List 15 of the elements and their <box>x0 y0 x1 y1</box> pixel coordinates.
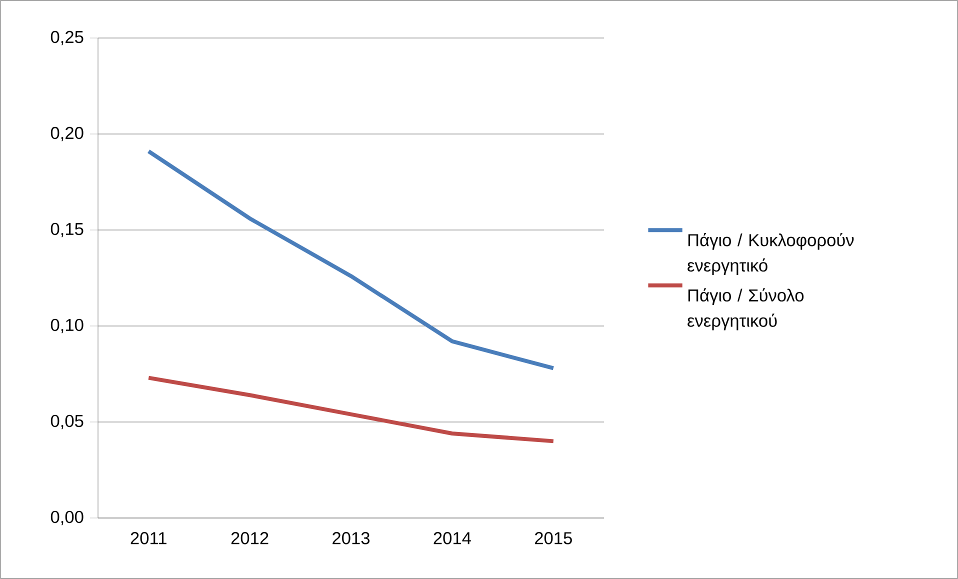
text: Πάγιο / Κυκλοφορούν ενεργητικό <box>688 233 854 276</box>
y-tick-label: 0,10 <box>50 318 84 334</box>
x-tick-label: 2012 <box>231 532 268 544</box>
y-tick-label: 0,25 <box>50 30 84 46</box>
y-tick-label: 0,15 <box>50 222 84 238</box>
x-tick-label: 2011 <box>130 532 166 544</box>
y-tick-label: 0,00 <box>50 510 84 526</box>
y-tick-label: 0,20 <box>50 126 84 142</box>
line-series <box>146 376 556 444</box>
text: Πάγιο / Σύνολο ενεργητικού <box>688 288 804 330</box>
y-tick-label: 0,05 <box>50 414 84 430</box>
x-tick-label: 2014 <box>434 532 471 544</box>
line-series <box>146 149 556 370</box>
x-tick-label: 2013 <box>332 532 370 544</box>
x-tick-label: 2015 <box>534 532 572 544</box>
